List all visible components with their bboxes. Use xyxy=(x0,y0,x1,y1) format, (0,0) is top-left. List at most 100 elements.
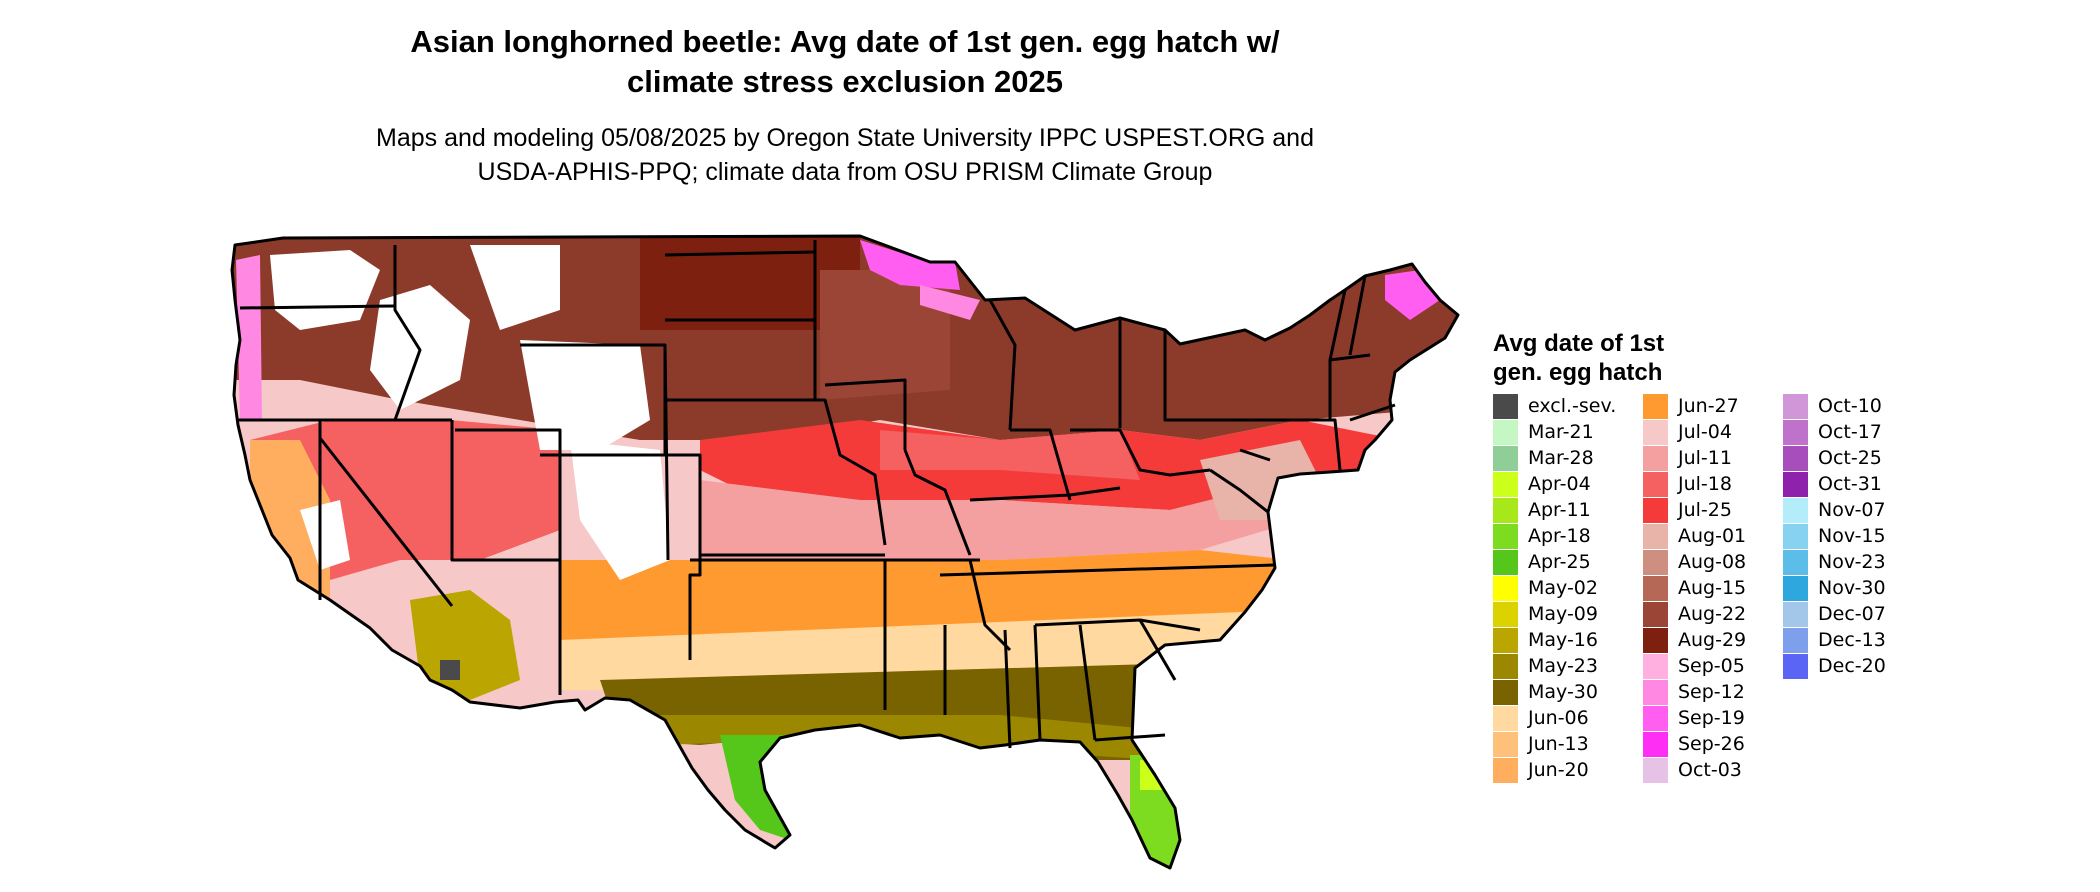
legend-swatch xyxy=(1643,524,1668,549)
legend-swatch xyxy=(1643,576,1668,601)
legend-swatch xyxy=(1783,394,1808,419)
legend-swatch xyxy=(1783,602,1808,627)
legend-swatch xyxy=(1493,472,1518,497)
legend-swatch xyxy=(1783,576,1808,601)
legend-swatch xyxy=(1643,394,1668,419)
legend-label: Apr-04 xyxy=(1528,473,1591,495)
legend-item: Aug-01 xyxy=(1643,523,1783,549)
legend-swatch xyxy=(1783,550,1808,575)
legend-label: Nov-15 xyxy=(1818,525,1886,547)
legend-item: Jul-11 xyxy=(1643,445,1783,471)
legend-swatch xyxy=(1783,524,1808,549)
legend-label: Sep-05 xyxy=(1678,655,1745,677)
legend-item: Jul-18 xyxy=(1643,471,1783,497)
legend-item: Sep-05 xyxy=(1643,653,1783,679)
legend-item: Apr-11 xyxy=(1493,497,1633,523)
legend-label: Aug-01 xyxy=(1678,525,1747,547)
legend-swatch xyxy=(1643,498,1668,523)
legend-swatch xyxy=(1643,446,1668,471)
legend-label: Aug-08 xyxy=(1678,551,1747,573)
legend-swatch xyxy=(1493,498,1518,523)
legend-item: Sep-12 xyxy=(1643,679,1783,705)
legend-label: Dec-20 xyxy=(1818,655,1886,677)
legend-swatch xyxy=(1783,654,1808,679)
legend-item: May-09 xyxy=(1493,601,1633,627)
legend-item: Dec-07 xyxy=(1783,601,1923,627)
legend-label: May-16 xyxy=(1528,629,1598,651)
legend-swatch xyxy=(1643,420,1668,445)
legend-label: Apr-11 xyxy=(1528,499,1591,521)
legend-swatch xyxy=(1643,758,1668,783)
legend-swatch xyxy=(1493,602,1518,627)
legend-item: Mar-21 xyxy=(1493,419,1633,445)
legend-label: Nov-07 xyxy=(1818,499,1886,521)
legend-swatch xyxy=(1643,602,1668,627)
legend-swatch xyxy=(1493,394,1518,419)
legend-label: May-09 xyxy=(1528,603,1598,625)
legend-label: May-23 xyxy=(1528,655,1598,677)
legend-label: Dec-13 xyxy=(1818,629,1886,651)
legend-title: Avg date of 1st gen. egg hatch xyxy=(1493,329,1664,387)
legend-swatch xyxy=(1643,680,1668,705)
legend-swatch xyxy=(1643,654,1668,679)
legend-item: Aug-22 xyxy=(1643,601,1783,627)
legend-label: Oct-03 xyxy=(1678,759,1742,781)
legend-item: Nov-15 xyxy=(1783,523,1923,549)
map-subtitle-line-1: Maps and modeling 05/08/2025 by Oregon S… xyxy=(376,124,1314,152)
legend-swatch xyxy=(1643,550,1668,575)
map-title-line-2: climate stress exclusion 2025 xyxy=(627,64,1063,99)
legend-item: Oct-03 xyxy=(1643,757,1783,783)
legend-label: Jun-06 xyxy=(1528,707,1589,729)
legend-label: Jul-11 xyxy=(1678,447,1732,469)
legend-item: Nov-23 xyxy=(1783,549,1923,575)
legend-label: Aug-15 xyxy=(1678,577,1747,599)
legend-item: Jun-27 xyxy=(1643,393,1783,419)
legend-label: Jun-20 xyxy=(1528,759,1589,781)
legend-item: Jun-06 xyxy=(1493,705,1633,731)
legend-swatch xyxy=(1643,628,1668,653)
legend-item: Oct-31 xyxy=(1783,471,1923,497)
legend-label: Oct-25 xyxy=(1818,447,1882,469)
legend-label: Apr-25 xyxy=(1528,551,1591,573)
legend-label: Sep-26 xyxy=(1678,733,1745,755)
legend-item: Aug-29 xyxy=(1643,627,1783,653)
legend-swatch xyxy=(1783,446,1808,471)
legend-label: Sep-19 xyxy=(1678,707,1745,729)
map-subtitle-line-2: USDA-APHIS-PPQ; climate data from OSU PR… xyxy=(477,158,1213,186)
legend-label: Nov-30 xyxy=(1818,577,1886,599)
legend-label: Oct-31 xyxy=(1818,473,1882,495)
legend-swatch xyxy=(1493,732,1518,757)
map-title: Asian longhorned beetle: Avg date of 1st… xyxy=(230,22,1460,102)
legend-item: May-30 xyxy=(1493,679,1633,705)
legend-item: Dec-20 xyxy=(1783,653,1923,679)
legend-swatch xyxy=(1493,550,1518,575)
legend-label: Oct-10 xyxy=(1818,395,1882,417)
legend-item: Jun-13 xyxy=(1493,731,1633,757)
legend-item: Jun-20 xyxy=(1493,757,1633,783)
legend-label: May-30 xyxy=(1528,681,1598,703)
legend-swatch xyxy=(1643,732,1668,757)
legend-swatch xyxy=(1493,680,1518,705)
legend-item: Jul-04 xyxy=(1643,419,1783,445)
legend-swatch xyxy=(1493,576,1518,601)
legend-item: Dec-13 xyxy=(1783,627,1923,653)
legend-label: Jul-25 xyxy=(1678,499,1732,521)
legend-label: Dec-07 xyxy=(1818,603,1886,625)
map-subtitle: Maps and modeling 05/08/2025 by Oregon S… xyxy=(230,121,1460,189)
legend-swatch xyxy=(1493,628,1518,653)
legend-item: May-23 xyxy=(1493,653,1633,679)
legend-swatch xyxy=(1783,472,1808,497)
state-boundaries xyxy=(230,234,1460,870)
legend-item: Apr-18 xyxy=(1493,523,1633,549)
legend-swatch xyxy=(1643,706,1668,731)
legend-swatch xyxy=(1493,420,1518,445)
legend-item: excl.-sev. xyxy=(1493,393,1633,419)
legend-label: Sep-12 xyxy=(1678,681,1745,703)
legend-title-line-1: Avg date of 1st xyxy=(1493,330,1665,357)
map-title-line-1: Asian longhorned beetle: Avg date of 1st… xyxy=(410,24,1280,59)
legend-label: excl.-sev. xyxy=(1528,395,1617,417)
legend-item: Nov-30 xyxy=(1783,575,1923,601)
legend-item: Apr-04 xyxy=(1493,471,1633,497)
legend-item: Aug-08 xyxy=(1643,549,1783,575)
